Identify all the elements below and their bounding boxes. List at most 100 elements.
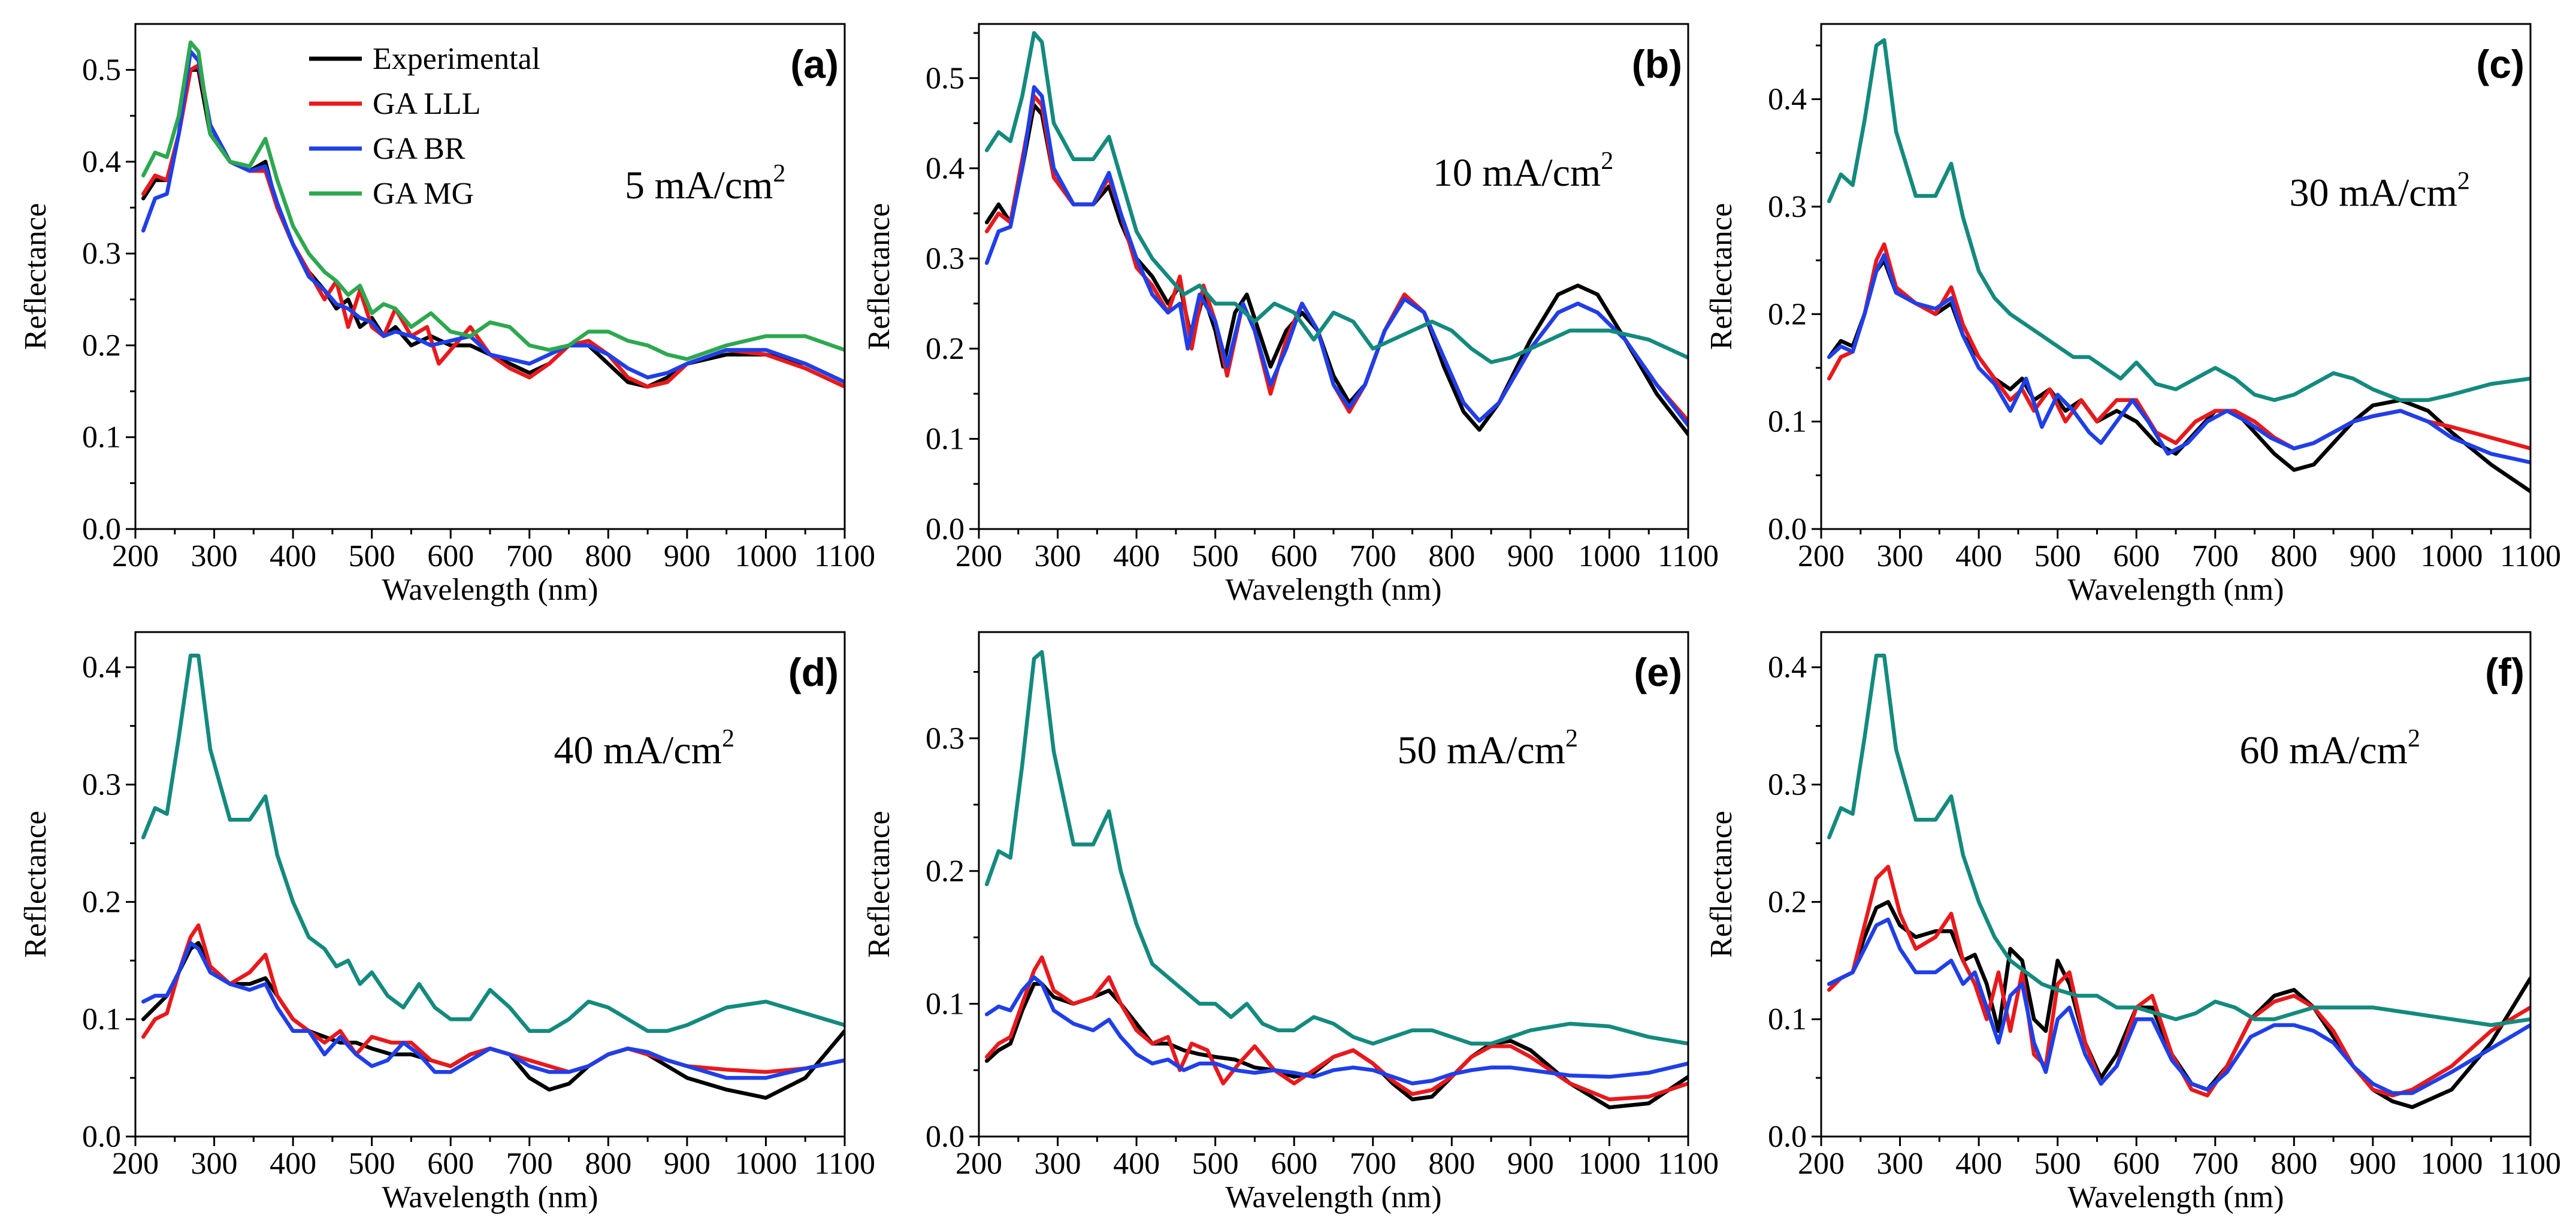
chart-panel-2: 200 300 400 500 600 700 800 900 1000 1100 0.0 0.1 0.…	[862, 23, 1719, 607]
y-tick-label: 0.0	[926, 512, 965, 546]
annotation-superscript: 2	[722, 725, 734, 752]
y-tick-label: 0.1	[82, 1002, 121, 1036]
x-tick-label: 200	[956, 539, 1002, 573]
y-tick-label: 0.1	[82, 421, 121, 455]
series-line-ga-lll	[984, 94, 1688, 423]
series-line-ga-lll	[141, 923, 845, 1074]
x-tick-label: 400	[270, 1147, 316, 1181]
plot-frame	[134, 23, 846, 530]
x-tick-label: 1100	[814, 1147, 875, 1181]
series-line-ga-mg	[984, 31, 1688, 364]
panel-label: (c)	[2476, 42, 2524, 86]
x-tick-label: 300	[1877, 1147, 1924, 1181]
x-tick-label: 800	[2270, 539, 2317, 573]
annotation-text: 10 mA/cm	[1433, 151, 1601, 195]
y-tick-label: 0.2	[926, 854, 965, 888]
x-axis-title: Wavelength (nm)	[2067, 573, 2284, 607]
y-tick-label: 0.2	[82, 885, 121, 919]
x-tick-label: 700	[1350, 1147, 1396, 1181]
x-tick-label: 1100	[1658, 539, 1719, 573]
x-tick-label: 500	[349, 1147, 395, 1181]
x-tick-label: 700	[506, 1147, 553, 1181]
x-tick-label: 700	[2192, 539, 2239, 573]
series-line-ga-lll	[141, 63, 845, 389]
legend: Experimental GA LLL GA BR GA MG	[309, 42, 540, 211]
plot-frame	[978, 631, 1689, 1138]
x-tick-label: 500	[1192, 539, 1239, 573]
x-tick-label: 1100	[2500, 1147, 2561, 1181]
chart-panel-4: 200 300 400 500 600 700 800 900 1000 1100 0.0 0.1 0.…	[19, 631, 875, 1214]
x-tick-label: 300	[191, 1147, 238, 1181]
annotation-superscript: 2	[2408, 725, 2420, 752]
x-axis-title: Wavelength (nm)	[1225, 1180, 1441, 1214]
legend-entry: GA BR	[373, 132, 465, 166]
y-tick-label: 0.3	[1768, 768, 1807, 802]
x-tick-label: 500	[349, 539, 395, 573]
x-tick-label: 600	[1271, 1147, 1317, 1181]
x-axis-title: Wavelength (nm)	[1225, 573, 1441, 607]
x-tick-label: 300	[1877, 539, 1924, 573]
x-tick-label: 1000	[2420, 1147, 2483, 1181]
chart-panel-1: 200 300 400 500 600 700 800 900 1000 1100 0.0 0.1 0.…	[19, 23, 875, 607]
y-tick-label: 0.4	[1768, 83, 1807, 117]
x-tick-label: 1100	[814, 539, 875, 573]
y-tick-label: 0.4	[1768, 651, 1807, 685]
x-tick-label: 900	[2350, 1147, 2396, 1181]
x-tick-label: 900	[664, 539, 710, 573]
y-tick-label: 0.4	[82, 145, 121, 179]
x-tick-label: 700	[2192, 1147, 2239, 1181]
series-line-ga-lll	[1827, 865, 2530, 1098]
panel-label: (e)	[1634, 650, 1682, 694]
x-tick-label: 800	[2270, 1147, 2317, 1181]
y-tick-label: 0.0	[82, 512, 121, 546]
series-line-ga-br	[1827, 253, 2530, 465]
series-line-ga-mg	[1827, 653, 2530, 1027]
annotation-superscript: 2	[773, 160, 785, 188]
y-axis-title: Reflectance	[862, 203, 896, 350]
x-axis-title: Wavelength (nm)	[382, 1180, 598, 1214]
y-tick-label: 0.2	[1768, 297, 1807, 331]
y-tick-label: 0.0	[926, 1120, 965, 1154]
x-tick-label: 300	[1035, 539, 1081, 573]
x-tick-label: 800	[585, 1147, 631, 1181]
x-tick-label: 400	[270, 539, 316, 573]
current-density-annotation: 30 mA/cm2	[2289, 167, 2469, 214]
y-tick-label: 0.3	[926, 721, 965, 755]
plot-frame	[134, 631, 846, 1138]
x-tick-label: 500	[2034, 539, 2081, 573]
y-tick-label: 0.1	[1768, 1002, 1807, 1036]
y-tick-label: 0.4	[926, 152, 965, 186]
y-tick-label: 0.2	[1768, 885, 1807, 919]
y-tick-label: 0.0	[1768, 1120, 1807, 1154]
y-tick-label: 0.3	[926, 241, 965, 276]
series-line-ga-br	[141, 941, 845, 1080]
y-tick-label: 0.1	[1768, 405, 1807, 439]
y-tick-label: 0.1	[926, 987, 965, 1021]
legend-entry: GA MG	[373, 177, 474, 211]
x-tick-label: 200	[1798, 539, 1845, 573]
series-line-experimental	[141, 941, 845, 1100]
series-line-ga-lll	[1827, 242, 2530, 451]
annotation-text: 40 mA/cm	[554, 729, 722, 772]
x-tick-label: 1000	[2420, 539, 2483, 573]
y-tick-label: 0.2	[926, 332, 965, 366]
y-tick-label: 0.0	[82, 1120, 121, 1154]
panel-label: (f)	[2485, 650, 2524, 694]
chart-panel-6: 200 300 400 500 600 700 800 900 1000 1100 0.0 0.1 0.…	[1704, 631, 2561, 1214]
x-tick-label: 900	[1507, 1147, 1554, 1181]
series-line-experimental	[1827, 258, 2530, 494]
series-line-experimental	[1827, 900, 2530, 1110]
y-axis-title: Reflectance	[862, 811, 896, 957]
annotation-superscript: 2	[1601, 147, 1613, 175]
y-tick-label: 0.1	[926, 422, 965, 456]
series-line-ga-mg	[141, 653, 845, 1033]
series-line-ga-mg	[984, 649, 1688, 1046]
x-tick-label: 500	[2034, 1147, 2081, 1181]
series-line-ga-mg	[1827, 38, 2530, 403]
x-axis-title: Wavelength (nm)	[382, 573, 598, 607]
y-tick-label: 0.5	[926, 61, 965, 95]
y-tick-label: 0.3	[1768, 190, 1807, 224]
x-tick-label: 700	[506, 539, 553, 573]
x-tick-label: 800	[1428, 539, 1475, 573]
